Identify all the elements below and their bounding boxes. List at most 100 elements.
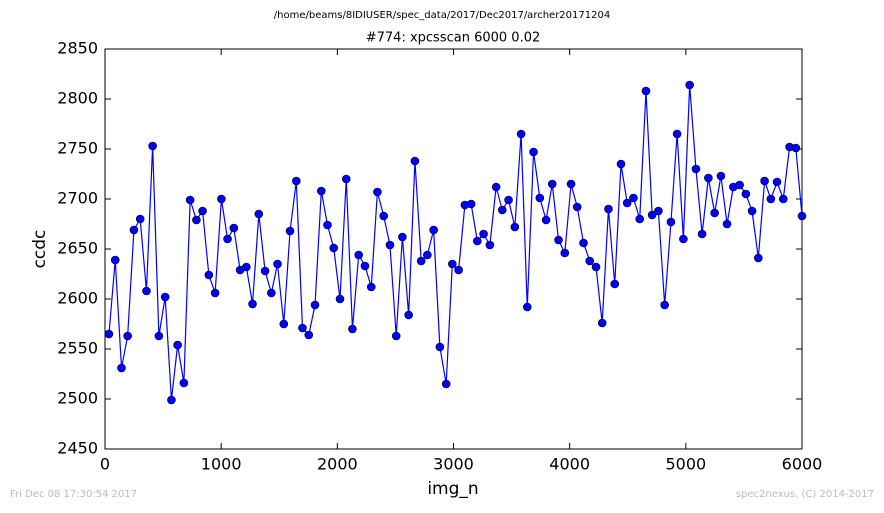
data-point: [691, 164, 701, 174]
data-point: [248, 299, 257, 309]
x-tick-label: 4000: [549, 455, 590, 474]
data-point: [354, 250, 364, 260]
data-point: [529, 147, 538, 157]
data-point: [660, 300, 669, 310]
data-point: [135, 214, 145, 224]
data-point: [167, 395, 176, 405]
data-point: [404, 310, 413, 320]
data-point: [310, 300, 320, 310]
data-point: [572, 202, 582, 212]
footer-right: spec2nexus, (C) 2014-2017: [736, 489, 874, 500]
data-point: [666, 217, 676, 227]
data-point: [791, 143, 801, 153]
data-point: [629, 193, 638, 203]
data-point: [454, 265, 463, 275]
data-point: [285, 226, 295, 236]
y-tick-label: 2500: [57, 389, 98, 408]
data-point: [385, 240, 395, 250]
data-point: [766, 194, 776, 204]
data-point: [504, 195, 513, 205]
data-point: [579, 238, 588, 248]
data-point: [448, 259, 457, 269]
data-point: [179, 378, 189, 388]
x-tick-label: 3000: [433, 455, 474, 474]
data-point: [747, 206, 757, 216]
x-tick-label: 2000: [317, 455, 358, 474]
data-point: [260, 266, 270, 276]
data-point: [129, 225, 139, 235]
suptitle: /home/beams/8IDIUSER/spec_data/2017/Dec2…: [274, 10, 610, 21]
data-point: [704, 173, 713, 183]
data-point: [366, 282, 376, 292]
y-tick-label: 2450: [57, 439, 98, 458]
data-point: [198, 206, 207, 216]
data-point: [373, 187, 382, 197]
data-point: [391, 331, 401, 341]
data-point: [516, 129, 526, 139]
data-point: [398, 232, 407, 242]
data-point: [304, 330, 314, 340]
data-point: [210, 288, 220, 298]
data-point: [148, 141, 157, 151]
data-point: [491, 182, 501, 192]
data-point: [479, 229, 488, 239]
data-point: [722, 219, 732, 229]
chart-title: #774: xpcsscan 6000 0.02: [366, 31, 541, 46]
y-tick-label: 2750: [57, 139, 98, 158]
data-point: [329, 243, 339, 253]
data-point: [267, 288, 276, 298]
data-point: [223, 234, 232, 244]
data-point: [117, 363, 126, 373]
data-point: [647, 210, 657, 220]
data-point: [760, 176, 769, 186]
data-point: [641, 86, 651, 96]
data-point: [242, 262, 251, 272]
data-point: [335, 294, 345, 304]
data-point: [217, 194, 226, 204]
data-point: [360, 261, 370, 271]
data-point: [466, 199, 476, 209]
data-point: [616, 159, 626, 169]
data-point: [535, 193, 545, 203]
data-point: [104, 329, 114, 339]
data-point: [547, 179, 557, 189]
data-point: [154, 331, 164, 341]
data-point: [654, 206, 663, 216]
data-point: [610, 279, 620, 289]
data-point: [423, 250, 432, 260]
data-point: [142, 286, 151, 296]
data-point: [229, 223, 239, 233]
y-tick-label: 2700: [57, 189, 98, 208]
x-axis-label: img_n: [427, 479, 478, 499]
data-point: [110, 255, 120, 265]
data-point: [273, 259, 282, 269]
data-point: [797, 211, 807, 221]
y-tick-label: 2800: [57, 89, 98, 108]
data-point: [679, 234, 688, 244]
data-point: [604, 204, 613, 214]
data-point: [341, 174, 351, 184]
data-point: [697, 229, 707, 239]
data-point: [560, 248, 570, 258]
data-point: [279, 319, 289, 329]
x-tick-label: 0: [100, 455, 110, 474]
data-point: [685, 80, 694, 90]
y-axis-label: ccdc: [30, 230, 50, 269]
data-point: [566, 179, 576, 189]
data-point: [410, 156, 420, 166]
data-point: [298, 323, 307, 333]
series-line: [108, 84, 803, 401]
data-point: [597, 318, 607, 328]
data-point: [473, 236, 482, 246]
data-point: [522, 302, 532, 312]
data-point: [348, 324, 357, 334]
footer-left: Fri Dec 08 17:30:54 2017: [10, 489, 137, 500]
data-point: [741, 189, 751, 199]
data-point: [185, 195, 195, 205]
data-point: [435, 342, 445, 352]
x-tick-label: 1000: [201, 455, 242, 474]
data-point: [160, 292, 170, 302]
data-point: [497, 205, 507, 215]
